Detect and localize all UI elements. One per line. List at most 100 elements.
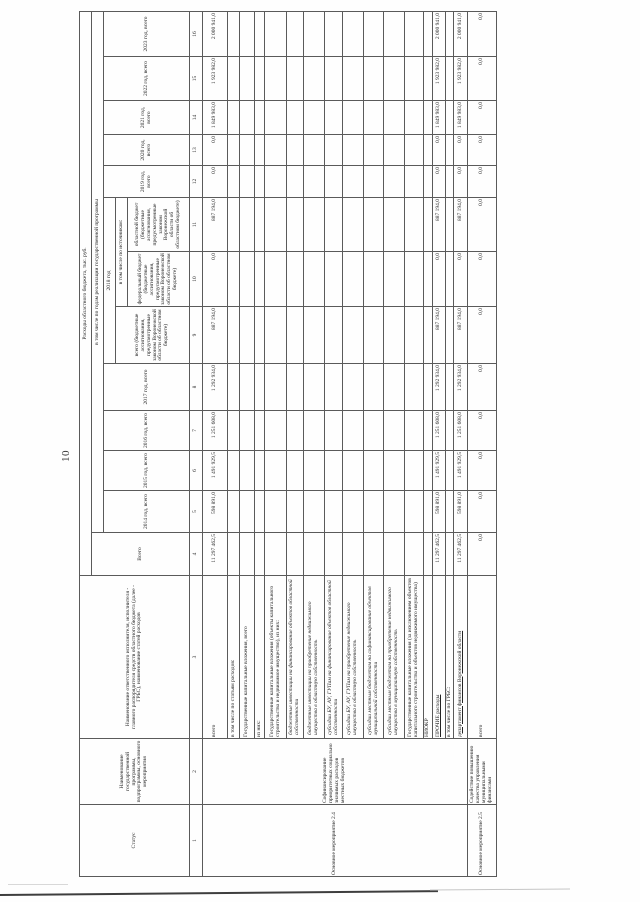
value-cell bbox=[423, 410, 433, 451]
value-cell bbox=[423, 532, 433, 576]
value-cell bbox=[286, 197, 304, 252]
value-cell bbox=[239, 11, 255, 57]
value-cell bbox=[324, 11, 343, 57]
value-cell bbox=[342, 11, 364, 57]
value-cell: 0,0 bbox=[453, 251, 468, 307]
col-number: 8 bbox=[189, 363, 203, 411]
value-cell: 1 292 934,0 bbox=[432, 363, 446, 411]
value-cell bbox=[445, 56, 454, 101]
value-cell: 887 194,0 bbox=[432, 197, 446, 252]
value-cell: 1 923 982,0 bbox=[432, 56, 446, 101]
value-cell: 598 891,0 bbox=[453, 490, 468, 533]
value-cell bbox=[342, 100, 364, 135]
value-cell bbox=[227, 532, 240, 576]
value-cell bbox=[227, 490, 240, 533]
value-cell bbox=[286, 363, 304, 411]
value-cell bbox=[286, 450, 304, 491]
value-cell bbox=[324, 134, 343, 166]
value-cell bbox=[404, 100, 424, 135]
value-cell bbox=[264, 306, 287, 364]
value-cell bbox=[383, 410, 405, 451]
value-cell bbox=[324, 410, 343, 451]
value-cell: 598 891,0 bbox=[432, 490, 446, 533]
value-cell bbox=[286, 11, 304, 57]
program-cell: Софинансирование приоритетных социально … bbox=[202, 738, 468, 805]
value-cell bbox=[324, 56, 343, 101]
value-cell: 1 251 608,0 bbox=[453, 410, 468, 451]
col-number: 7 bbox=[189, 410, 203, 451]
value-cell bbox=[286, 490, 304, 533]
value-cell bbox=[383, 11, 405, 57]
value-cell bbox=[227, 134, 240, 166]
value-cell bbox=[383, 100, 405, 135]
value-cell: 1 491 929,5 bbox=[432, 450, 446, 491]
row-label-cell: Государственные капитальные вложения (за… bbox=[404, 575, 424, 739]
value-cell: 887 194,0 bbox=[453, 306, 468, 364]
col-number: 5 bbox=[189, 490, 203, 533]
value-cell bbox=[286, 56, 304, 101]
row-label-cell: субсидии местным бюджетам на приобретени… bbox=[383, 575, 405, 739]
value-cell bbox=[404, 197, 424, 252]
value-cell bbox=[423, 306, 433, 364]
value-cell bbox=[342, 410, 364, 451]
value-cell: 0,0 bbox=[467, 450, 497, 491]
header-2017: 2017 год, всего bbox=[103, 363, 190, 411]
value-cell bbox=[264, 11, 287, 57]
row-label-cell: Государственные капитальные вложения, вс… bbox=[239, 575, 255, 739]
header-total: Всего bbox=[91, 532, 190, 576]
value-cell: 1 849 983,0 bbox=[432, 100, 446, 135]
col-number: 6 bbox=[189, 450, 203, 491]
value-cell bbox=[303, 165, 325, 198]
value-cell bbox=[239, 165, 255, 198]
value-cell bbox=[383, 56, 405, 101]
header-2014: 2014 год, всего bbox=[103, 490, 190, 533]
value-cell bbox=[324, 306, 343, 364]
value-cell bbox=[239, 56, 255, 101]
value-cell: 1 251 608,0 bbox=[432, 410, 446, 451]
row-label-cell: НИОКР bbox=[423, 575, 433, 739]
value-cell bbox=[324, 490, 343, 533]
value-cell bbox=[303, 56, 325, 101]
value-cell bbox=[254, 100, 265, 135]
value-cell: 0,0 bbox=[467, 197, 497, 252]
value-cell bbox=[363, 197, 384, 252]
header-expenses-title: Расходы областного бюджета, тыс. руб. bbox=[79, 11, 92, 576]
value-cell bbox=[342, 306, 364, 364]
value-cell: 0,0 bbox=[202, 165, 228, 198]
value-cell bbox=[264, 251, 287, 307]
col-number: 1 bbox=[189, 804, 203, 877]
value-cell bbox=[254, 363, 265, 411]
col-number: 3 bbox=[189, 575, 203, 739]
value-cell bbox=[264, 490, 287, 533]
value-cell: 0,0 bbox=[467, 490, 497, 533]
col-number: 11 bbox=[189, 197, 203, 252]
value-cell bbox=[363, 11, 384, 57]
value-cell bbox=[423, 450, 433, 491]
value-cell bbox=[445, 490, 454, 533]
value-cell: 0,0 bbox=[467, 165, 497, 198]
value-cell bbox=[239, 410, 255, 451]
value-cell bbox=[423, 100, 433, 135]
value-cell bbox=[254, 410, 265, 451]
value-cell bbox=[445, 450, 454, 491]
value-cell bbox=[363, 450, 384, 491]
value-cell bbox=[404, 363, 424, 411]
value-cell bbox=[404, 410, 424, 451]
value-cell bbox=[342, 56, 364, 101]
value-cell: 0,0 bbox=[467, 251, 497, 307]
row-label-cell: субсидии местным бюджетам на софинансиро… bbox=[363, 575, 384, 739]
table-row: Основное мероприятие 2.5 Содействие повыш… bbox=[467, 11, 497, 877]
value-cell: 887 194,0 bbox=[202, 197, 228, 252]
value-cell bbox=[264, 56, 287, 101]
value-cell: 887 194,0 bbox=[202, 306, 228, 364]
header-2015: 2015 год, всего bbox=[103, 450, 190, 491]
value-cell bbox=[404, 490, 424, 533]
value-cell bbox=[383, 251, 405, 307]
value-cell: 0,0 bbox=[202, 251, 228, 307]
value-cell bbox=[324, 532, 343, 576]
value-cell bbox=[363, 490, 384, 533]
value-cell bbox=[445, 251, 454, 307]
col-number: 2 bbox=[189, 738, 203, 805]
value-cell: 0,0 bbox=[467, 134, 497, 166]
value-cell: 1 849 983,0 bbox=[453, 100, 468, 135]
